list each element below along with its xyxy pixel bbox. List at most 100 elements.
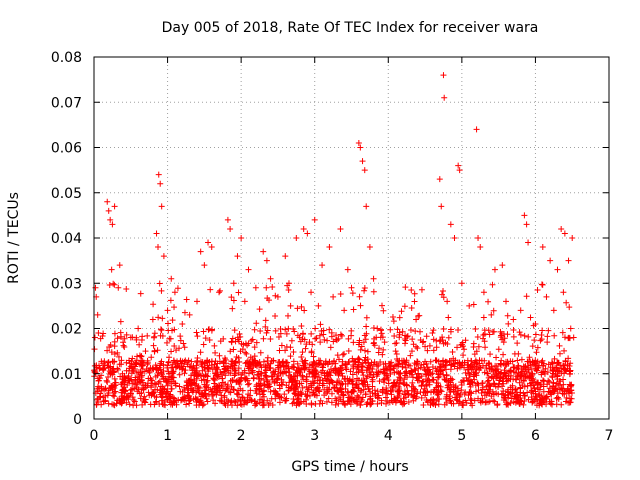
data-point: [544, 339, 551, 346]
data-point: [248, 337, 255, 344]
y-axis-ticks: 0 0.01 0.02 0.03 0.04 0.05 0.06 0.07 0.08: [51, 50, 609, 428]
data-point: [201, 262, 208, 269]
data-point: [523, 293, 530, 300]
data-point: [135, 369, 142, 376]
data-point: [363, 323, 370, 330]
x-tick-label: 6: [531, 428, 540, 444]
data-point: [530, 382, 537, 389]
data-point: [185, 389, 192, 396]
data-point: [551, 332, 558, 339]
data-point: [121, 344, 128, 350]
data-point: [231, 327, 238, 334]
data-point: [260, 335, 267, 342]
data-point: [285, 287, 292, 294]
data-point: [212, 400, 219, 407]
data-point: [197, 349, 204, 356]
data-point: [381, 339, 388, 346]
data-point: [381, 379, 388, 386]
data-point: [97, 394, 104, 401]
data-point: [303, 341, 310, 348]
data-point: [510, 327, 517, 334]
data-point: [171, 343, 178, 350]
data-point: [497, 375, 504, 382]
y-tick-label: 0: [73, 412, 82, 428]
data-point: [95, 398, 102, 405]
data-point: [440, 326, 447, 333]
data-point: [389, 314, 396, 321]
data-point: [274, 293, 281, 300]
data-point: [384, 398, 391, 405]
data-point: [449, 349, 456, 356]
data-point: [295, 368, 302, 375]
data-point: [470, 301, 477, 308]
data-point: [377, 326, 384, 333]
data-point: [167, 297, 174, 304]
data-point: [404, 382, 411, 389]
data-point: [355, 341, 362, 348]
data-point: [148, 390, 155, 397]
data-point: [368, 400, 375, 407]
data-point: [194, 333, 201, 340]
data-point: [414, 345, 421, 352]
data-point: [543, 293, 550, 300]
y-tick-label: 0.01: [51, 367, 82, 383]
data-point: [337, 331, 344, 338]
data-point: [398, 308, 405, 315]
data-point: [481, 338, 488, 345]
data-point: [556, 378, 563, 385]
data-point: [484, 378, 491, 385]
data-point: [213, 364, 220, 371]
data-point: [343, 366, 350, 373]
data-point: [262, 317, 269, 324]
data-point: [234, 253, 241, 260]
data-point: [356, 356, 363, 363]
data-point: [168, 275, 175, 282]
data-point: [353, 400, 360, 407]
data-point: [413, 316, 420, 323]
data-point: [139, 333, 146, 340]
data-point: [158, 327, 165, 334]
data-point: [518, 356, 525, 363]
data-point: [350, 306, 357, 313]
data-point: [409, 336, 416, 343]
data-point: [455, 326, 462, 333]
data-point: [221, 355, 228, 362]
data-point: [328, 329, 335, 336]
data-point: [565, 257, 572, 264]
data-point: [517, 331, 524, 338]
data-point: [545, 361, 552, 368]
data-point: [94, 311, 101, 318]
data-point: [537, 337, 544, 344]
data-point: [362, 336, 369, 343]
data-point: [230, 346, 237, 353]
data-point: [220, 360, 227, 367]
data-point: [163, 393, 170, 400]
data-point: [140, 359, 147, 366]
data-point: [452, 383, 459, 390]
data-point: [516, 329, 523, 336]
data-point: [447, 221, 454, 228]
data-point: [433, 337, 440, 344]
data-point: [553, 364, 560, 371]
data-point: [499, 262, 506, 269]
data-point: [462, 369, 469, 376]
data-point: [370, 339, 377, 346]
data-point: [563, 394, 570, 401]
data-point: [118, 389, 125, 396]
data-point: [137, 395, 144, 402]
data-point: [522, 366, 529, 373]
data-point: [138, 389, 145, 396]
data-point: [566, 399, 573, 406]
data-point: [480, 314, 487, 321]
data-point: [148, 377, 155, 384]
data-point: [455, 162, 462, 169]
data-point: [407, 352, 414, 359]
data-point: [466, 388, 473, 395]
data-point: [238, 235, 245, 241]
data-point: [138, 377, 145, 384]
data-point: [270, 387, 277, 394]
data-point: [98, 372, 105, 379]
data-point: [402, 284, 409, 291]
data-point: [421, 365, 428, 372]
data-point: [129, 386, 136, 393]
